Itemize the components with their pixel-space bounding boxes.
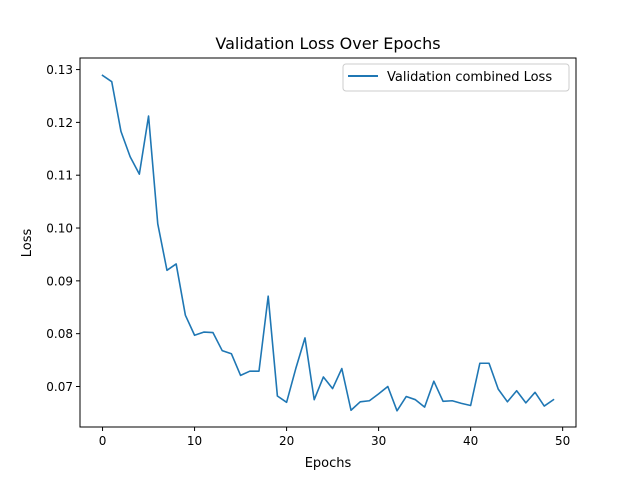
- legend: Validation combined Loss: [342, 63, 570, 92]
- series-layer: [101, 74, 555, 412]
- y-tick-label: 0.09: [46, 274, 73, 288]
- y-axis-ticks: 0.07 0.08 0.09 0.10 0.11 0.12 0.13: [46, 63, 80, 394]
- x-axis-label: Epochs: [305, 456, 352, 471]
- y-tick-label: 0.07: [46, 380, 73, 394]
- x-axis-ticks: 0 10 20 30 40 50: [99, 427, 570, 448]
- y-tick-label: 0.10: [46, 222, 73, 236]
- x-tick-label: 0: [99, 434, 107, 448]
- plot-frame: [79, 57, 577, 428]
- y-axis-label: Loss: [20, 229, 35, 258]
- legend-label: Validation combined Loss: [387, 70, 552, 85]
- x-tick-label: 40: [463, 434, 478, 448]
- x-tick-label: 50: [555, 434, 570, 448]
- y-tick-label: 0.13: [46, 63, 73, 77]
- x-tick-label: 30: [371, 434, 386, 448]
- chart-title: Validation Loss Over Epochs: [215, 34, 440, 53]
- x-tick-label: 20: [279, 434, 294, 448]
- y-tick-label: 0.08: [46, 327, 73, 341]
- y-tick-label: 0.11: [46, 169, 73, 183]
- x-tick-label: 10: [187, 434, 202, 448]
- legend-box: [342, 63, 570, 92]
- series-line: [101, 74, 555, 412]
- y-tick-label: 0.12: [46, 116, 73, 130]
